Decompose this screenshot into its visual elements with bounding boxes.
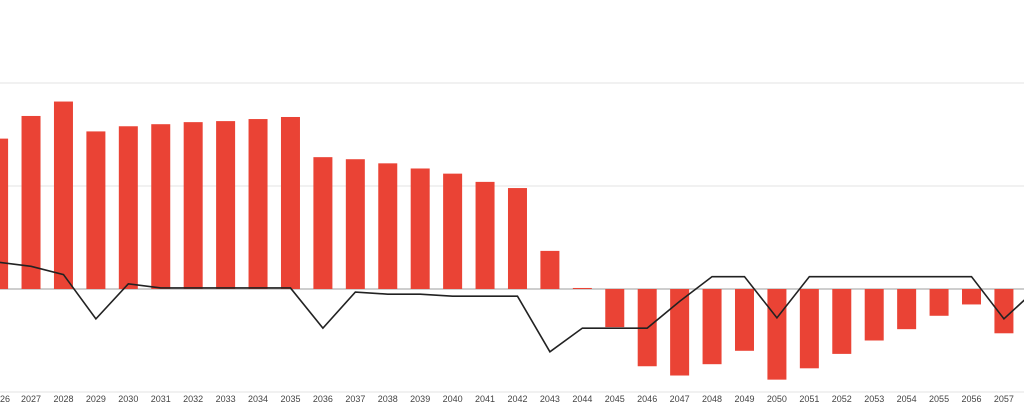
x-tick-label: 26 xyxy=(0,394,10,404)
bar-2034 xyxy=(248,119,268,289)
bar-2033 xyxy=(216,121,236,289)
x-tick-label: 2040 xyxy=(443,394,463,404)
bar-2044 xyxy=(572,287,592,289)
x-tick-label: 2049 xyxy=(734,394,754,404)
x-tick-label: 2035 xyxy=(280,394,300,404)
x-tick-label: 2037 xyxy=(345,394,365,404)
x-axis-tick-labels: 26 2027 2028 2029 2030 2031 2032 2033 2034 2035 20… xyxy=(0,394,1014,404)
x-tick-label: 2051 xyxy=(799,394,819,404)
x-tick-label: 2027 xyxy=(21,394,41,404)
bar-2038 xyxy=(378,163,398,289)
bar-2043 xyxy=(540,250,560,289)
x-tick-label: 2036 xyxy=(313,394,333,404)
x-tick-label: 2057 xyxy=(994,394,1014,404)
x-tick-label: 2055 xyxy=(929,394,949,404)
bar-2050 xyxy=(767,289,787,380)
x-tick-label: 2038 xyxy=(378,394,398,404)
x-tick-label: 2029 xyxy=(86,394,106,404)
x-tick-label: 2043 xyxy=(540,394,560,404)
x-tick-label: 2052 xyxy=(832,394,852,404)
bar-2037 xyxy=(345,159,365,289)
bar-2030 xyxy=(118,126,138,289)
bar-2028 xyxy=(53,101,73,289)
bar-2047 xyxy=(670,289,690,376)
bar-2036 xyxy=(313,157,333,289)
x-tick-label: 2044 xyxy=(572,394,592,404)
x-tick-label: 2046 xyxy=(637,394,657,404)
bar-2026 xyxy=(0,138,9,289)
x-tick-label: 2056 xyxy=(961,394,981,404)
bar-2041 xyxy=(475,181,495,289)
bar-2035 xyxy=(280,116,300,290)
x-tick-label: 2041 xyxy=(475,394,495,404)
x-tick-label: 2028 xyxy=(53,394,73,404)
bar-2048 xyxy=(702,289,722,365)
x-tick-label: 2039 xyxy=(410,394,430,404)
bar-2053 xyxy=(864,289,884,341)
x-tick-label: 2050 xyxy=(767,394,787,404)
bar-2055 xyxy=(929,289,949,316)
x-tick-label: 2032 xyxy=(183,394,203,404)
bar-2056 xyxy=(962,289,981,305)
x-tick-label: 2047 xyxy=(670,394,690,404)
x-tick-label: 2042 xyxy=(507,394,527,404)
line-path xyxy=(0,261,1024,353)
x-tick-label: 2053 xyxy=(864,394,884,404)
bar-2031 xyxy=(151,124,171,289)
bar-series xyxy=(0,101,1014,380)
bar-2032 xyxy=(183,122,203,289)
x-tick-label: 2054 xyxy=(897,394,917,404)
line-series xyxy=(0,261,1024,353)
bar-2027 xyxy=(21,115,41,290)
x-tick-label: 2048 xyxy=(702,394,722,404)
bar-2051 xyxy=(799,289,819,369)
x-tick-label: 2034 xyxy=(248,394,268,404)
x-tick-label: 2033 xyxy=(216,394,236,404)
bar-2040 xyxy=(443,173,463,289)
bar-2052 xyxy=(832,289,852,354)
bar-2042 xyxy=(507,188,527,289)
bar-2045 xyxy=(605,289,625,328)
bar-2049 xyxy=(734,289,754,351)
gridlines xyxy=(0,82,1024,393)
x-tick-label: 2030 xyxy=(118,394,138,404)
bar-2057 xyxy=(994,289,1014,334)
x-tick-label: 2031 xyxy=(151,394,171,404)
bar-2039 xyxy=(410,168,430,289)
x-tick-label: 2045 xyxy=(605,394,625,404)
bar-2054 xyxy=(897,289,917,330)
bar-2029 xyxy=(86,131,106,289)
